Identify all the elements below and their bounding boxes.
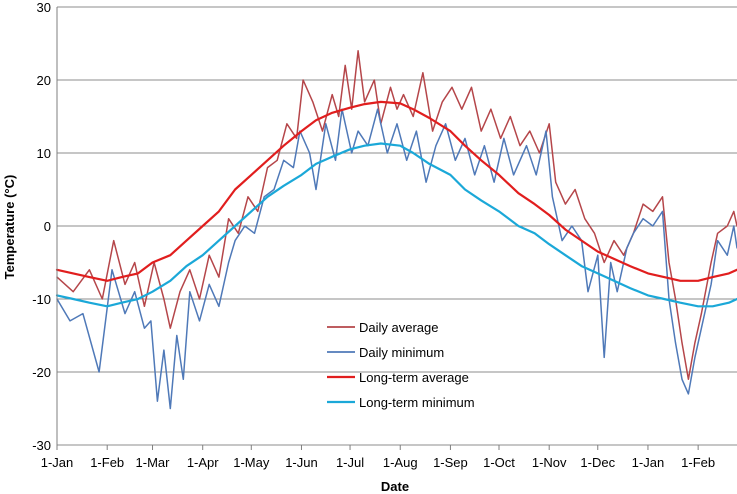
y-tick-label: 30 [37, 0, 51, 15]
x-tick-label: 1-Oct [483, 455, 515, 470]
y-tick-label: 0 [44, 219, 51, 234]
x-tick-label: 1-Aug [383, 455, 418, 470]
series-line-daily-minimum [56, 108, 737, 410]
x-tick-label: 1-Nov [532, 455, 567, 470]
y-axis-title: Temperature (°C) [2, 175, 17, 280]
x-tick-label: 1-Dec [580, 455, 615, 470]
axes [56, 7, 699, 450]
series-line-daily-average [56, 50, 737, 381]
y-tick-label: 20 [37, 73, 51, 88]
x-tick-label: 1-Jan [41, 455, 74, 470]
gridlines [57, 6, 737, 446]
x-tick-label: 1-Feb [90, 455, 124, 470]
y-tick-labels: 30 20 10 0 -10 -20 -30 [32, 0, 51, 453]
series-line-long-term-average [55, 100, 737, 282]
x-tick-label: 1-Jul [336, 455, 364, 470]
series-lines [55, 50, 737, 410]
x-tick-label: 1-Feb [681, 455, 715, 470]
x-tick-label: 1-Jan [632, 455, 665, 470]
legend-label: Daily average [359, 320, 439, 335]
x-tick-label: 1-Sep [433, 455, 468, 470]
x-tick-label: 1-Mar [136, 455, 171, 470]
legend-label: Daily minimum [359, 345, 444, 360]
x-axis-title: Date [381, 479, 409, 494]
y-tick-label: -20 [32, 365, 51, 380]
x-tick-label: 1-May [233, 455, 270, 470]
y-tick-label: 10 [37, 146, 51, 161]
legend-label: Long-term minimum [359, 395, 475, 410]
x-tick-label: 1-Apr [187, 455, 219, 470]
y-tick-label: -30 [32, 438, 51, 453]
x-tick-label: 1-Jun [285, 455, 318, 470]
legend-label: Long-term average [359, 370, 469, 385]
x-tick-labels: 1-Jan 1-Feb 1-Mar 1-Apr 1-May 1-Jun 1-Jul 1-Aug… [41, 455, 715, 470]
series-line-long-term-minimum [55, 142, 737, 308]
legend: Daily average Daily minimum Long-term aver… [327, 320, 475, 410]
y-tick-label: -10 [32, 292, 51, 307]
